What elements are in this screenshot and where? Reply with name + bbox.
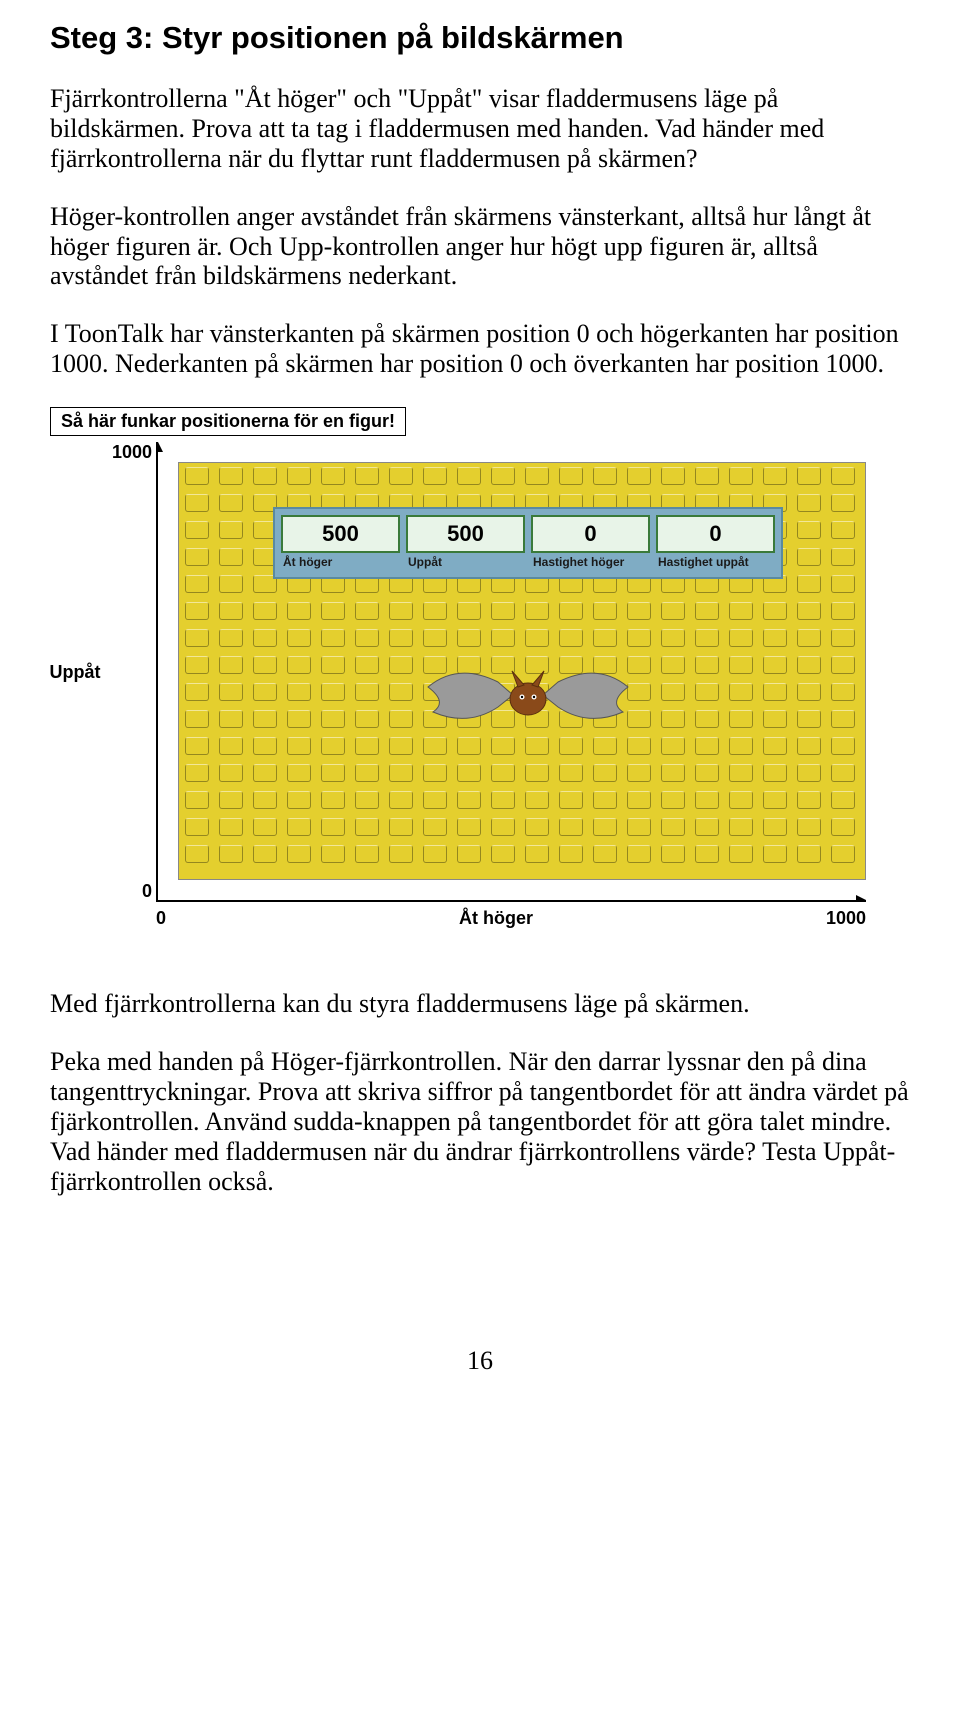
control-speed-up[interactable]: 0 Hastighet uppåt bbox=[656, 515, 775, 575]
control-speed-right-label: Hastighet höger bbox=[531, 553, 650, 571]
step-heading: Steg 3: Styr positionen på bildskärmen bbox=[50, 20, 910, 56]
page-number: 16 bbox=[50, 1346, 910, 1376]
control-up-value: 500 bbox=[406, 515, 525, 553]
x-axis-max: 1000 bbox=[826, 908, 866, 929]
bat-sprite[interactable] bbox=[418, 657, 638, 737]
position-diagram: Så här funkar positionerna för en figur!… bbox=[50, 407, 910, 929]
control-speed-up-value: 0 bbox=[656, 515, 775, 553]
control-speed-right[interactable]: 0 Hastighet höger bbox=[531, 515, 650, 575]
y-axis-min: 0 bbox=[142, 881, 152, 902]
control-up-label: Uppåt bbox=[406, 553, 525, 571]
control-right[interactable]: 500 Åt höger bbox=[281, 515, 400, 575]
paragraph-4: Med fjärrkontrollerna kan du styra fladd… bbox=[50, 989, 910, 1019]
plot-area: 500 Åt höger 500 Uppåt 0 Hastighet höger… bbox=[156, 442, 866, 902]
x-axis-title: Åt höger bbox=[459, 908, 533, 929]
paragraph-2: Höger-kontrollen anger avståndet från sk… bbox=[50, 202, 910, 292]
paragraph-5: Peka med handen på Höger-fjärrkontrollen… bbox=[50, 1047, 910, 1196]
arrow-right-icon bbox=[856, 895, 866, 902]
x-axis-min: 0 bbox=[156, 908, 166, 929]
arrow-up-icon bbox=[156, 442, 163, 452]
paragraph-3: I ToonTalk har vänsterkanten på skärmen … bbox=[50, 319, 910, 379]
diagram-caption: Så här funkar positionerna för en figur! bbox=[50, 407, 406, 436]
control-right-value: 500 bbox=[281, 515, 400, 553]
control-speed-up-label: Hastighet uppåt bbox=[656, 553, 775, 571]
y-axis-title: Uppåt bbox=[50, 662, 101, 683]
y-axis-max: 1000 bbox=[112, 442, 152, 463]
controls-panel: 500 Åt höger 500 Uppåt 0 Hastighet höger… bbox=[273, 507, 783, 579]
control-up[interactable]: 500 Uppåt bbox=[406, 515, 525, 575]
paragraph-1: Fjärrkontrollerna "Åt höger" och "Uppåt"… bbox=[50, 84, 910, 174]
control-speed-right-value: 0 bbox=[531, 515, 650, 553]
control-right-label: Åt höger bbox=[281, 553, 400, 571]
